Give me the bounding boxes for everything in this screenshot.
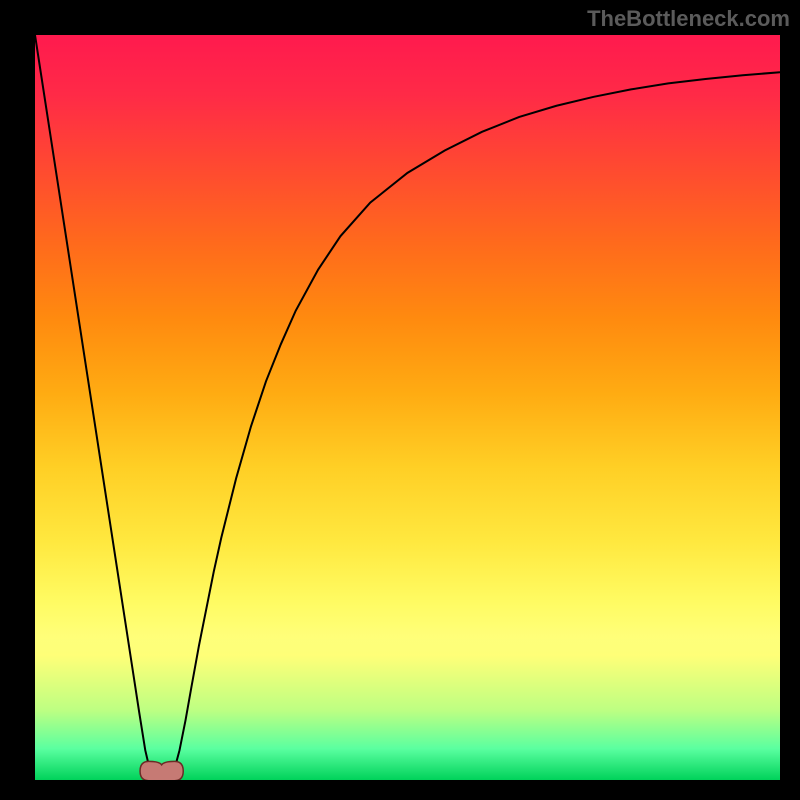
chart-canvas: TheBottleneck.com	[0, 0, 800, 800]
bottleneck-curve	[35, 35, 780, 780]
curve-path	[35, 35, 780, 780]
watermark-label: TheBottleneck.com	[587, 6, 790, 32]
